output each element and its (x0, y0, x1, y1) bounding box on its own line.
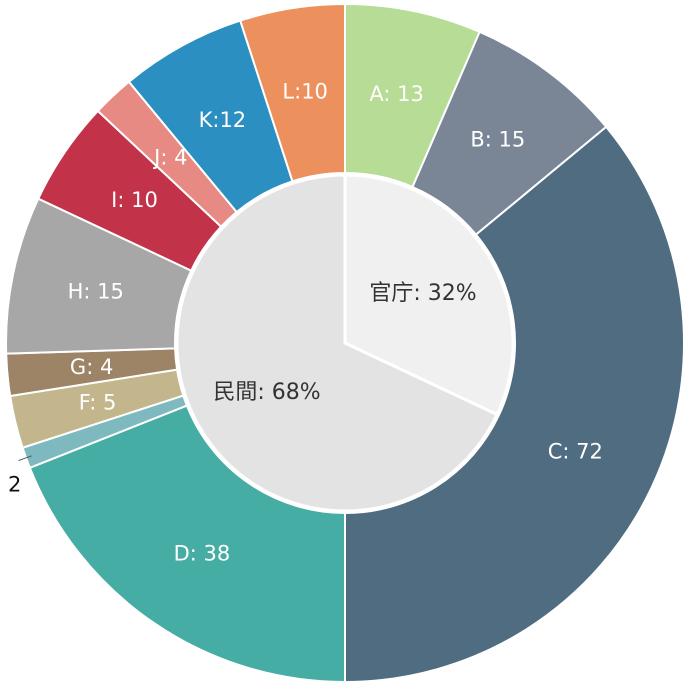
outer-label-h: H: 15 (68, 279, 124, 303)
inner-ring (175, 173, 515, 513)
outer-label-j: J: 4 (152, 145, 187, 169)
outer-label-c: C: 72 (548, 439, 603, 463)
outer-slice-c (344, 125, 685, 684)
outer-ring (5, 2, 685, 684)
inner-label-0: 官庁: 32% (369, 281, 476, 306)
outer-label-i: I: 10 (111, 188, 158, 212)
inner-slice-1 (175, 173, 500, 513)
outer-label-g: G: 4 (70, 355, 113, 379)
inner-label-1: 民間: 68% (213, 380, 320, 405)
outer-label-e: E: 2 (0, 473, 21, 497)
outer-slice-d (28, 404, 346, 684)
outer-label-a: A: 13 (369, 82, 423, 106)
outer-label-b: B: 15 (470, 127, 525, 151)
slice-labels: A: 13 B: 15 C: 72 D: 38 E: 2 F: 5 G: 4 H: 15 I: … (0, 80, 603, 566)
inner-slice-0 (343, 173, 515, 417)
leader-line-e (18, 455, 32, 462)
outer-label-k: K:12 (199, 108, 247, 132)
outer-label-f: F: 5 (79, 390, 117, 414)
outer-label-l: L:10 (282, 80, 328, 104)
outer-slice-l (238, 2, 346, 183)
outer-label-d: D: 38 (174, 541, 231, 565)
